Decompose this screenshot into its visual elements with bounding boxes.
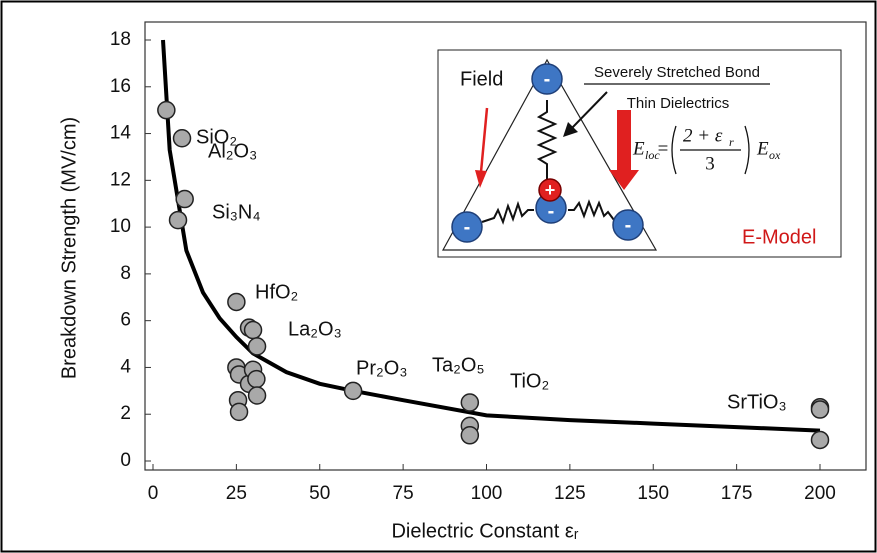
data-point xyxy=(461,427,478,444)
x-tick-label: 175 xyxy=(721,483,753,504)
charge: + xyxy=(545,180,556,200)
formula-rhs-sub: ox xyxy=(769,148,781,162)
material-label: Pr₂O₃ xyxy=(356,357,407,379)
formula-equals: = xyxy=(658,138,669,159)
material-label: La₂O₃ xyxy=(288,318,342,340)
inset-bond: Severely Stretched Bond xyxy=(594,64,760,81)
inset-thin: Thin Dielectrics xyxy=(627,95,730,112)
charge: - xyxy=(548,200,555,222)
data-point xyxy=(245,322,262,339)
material-label: Si₃N₄ xyxy=(212,201,261,223)
y-tick-label: 4 xyxy=(120,356,131,377)
formula-lhs: E xyxy=(632,138,645,159)
material-label: TiO₂ xyxy=(510,370,549,392)
material-label: Al₂O₃ xyxy=(208,140,257,162)
data-point xyxy=(461,394,478,411)
x-axis-label: Dielectric Constant εᵣ xyxy=(391,520,578,542)
data-point xyxy=(812,431,829,448)
x-tick-label: 125 xyxy=(554,483,586,504)
data-point xyxy=(231,403,248,420)
data-point xyxy=(158,102,175,119)
y-tick-label: 2 xyxy=(120,403,131,424)
material-label: SrTiO₃ xyxy=(727,391,787,413)
x-tick-label: 100 xyxy=(471,483,503,504)
x-tick-label: 150 xyxy=(637,483,669,504)
formula-num-sub: r xyxy=(729,135,734,149)
data-point xyxy=(249,387,266,404)
y-tick-label: 0 xyxy=(120,450,131,471)
x-tick-label: 50 xyxy=(309,483,330,504)
y-axis-label: Breakdown Strength (MV/cm) xyxy=(58,117,80,379)
charge: - xyxy=(464,216,471,238)
data-point xyxy=(228,293,245,310)
y-tick-label: 14 xyxy=(110,123,132,144)
big-arrow xyxy=(617,110,631,172)
page: {"chart_data": { "type": "scatter", "y_l… xyxy=(0,0,877,553)
data-point xyxy=(345,382,362,399)
formula-rhs: E xyxy=(756,138,769,159)
inset-field: Field xyxy=(460,68,503,90)
data-point xyxy=(248,371,265,388)
chart: Breakdown Strength (MV/cm) Dielectric Co… xyxy=(0,0,877,553)
y-tick-label: 8 xyxy=(120,263,131,284)
material-label: HfO₂ xyxy=(255,281,298,303)
inset-diagram: Field Severely Stretched Bond Thin Diele… xyxy=(438,50,841,257)
y-tick-label: 16 xyxy=(110,76,131,97)
charge: - xyxy=(544,68,551,90)
y-tick-label: 6 xyxy=(120,310,131,331)
y-tick-label: 10 xyxy=(110,216,131,237)
data-point xyxy=(812,401,829,418)
data-point xyxy=(176,191,193,208)
data-point xyxy=(170,212,187,229)
x-tick-label: 200 xyxy=(804,483,836,504)
inset-model: E-Model xyxy=(742,226,816,248)
charge: - xyxy=(625,214,632,236)
formula-den: 3 xyxy=(705,153,715,174)
x-tick-label: 0 xyxy=(148,483,159,504)
material-label: Ta₂O₅ xyxy=(432,354,485,376)
formula-num: 2 + ε xyxy=(683,125,723,146)
x-tick-label: 25 xyxy=(226,483,247,504)
data-point xyxy=(174,130,191,147)
x-tick-label: 75 xyxy=(393,483,414,504)
y-tick-label: 18 xyxy=(110,29,131,50)
data-point xyxy=(249,338,266,355)
y-tick-label: 12 xyxy=(110,169,131,190)
